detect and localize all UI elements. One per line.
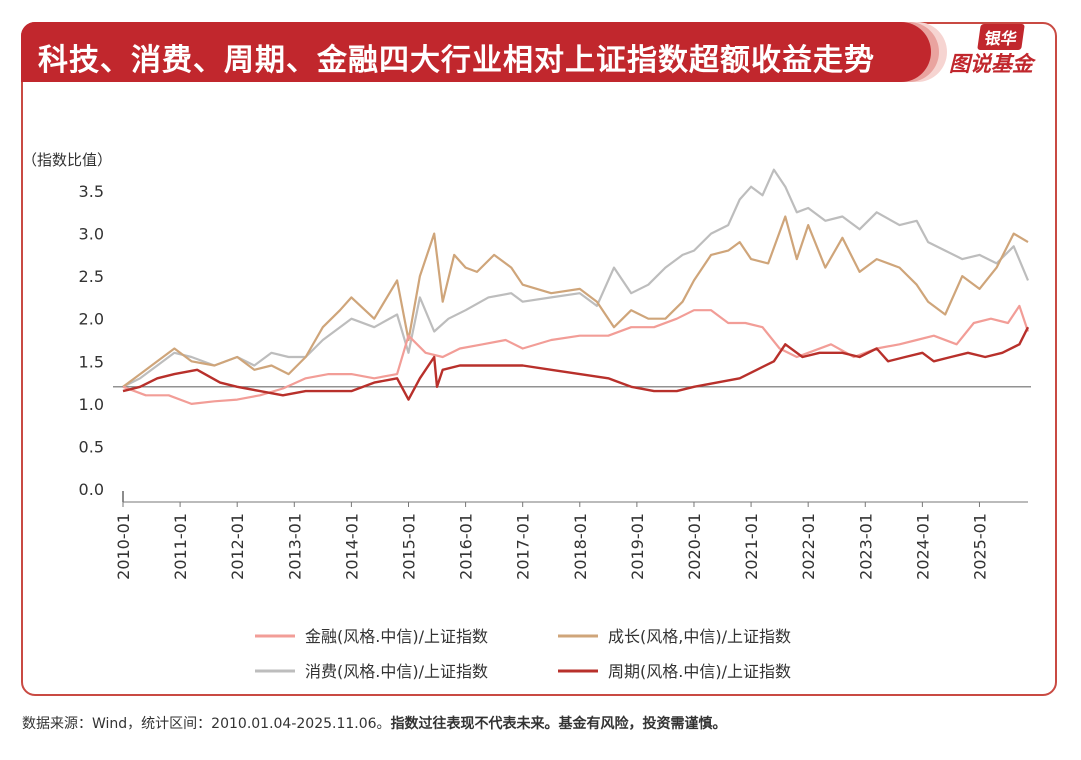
series-line-finance bbox=[122, 304, 1030, 405]
x-tick-label: 2014-01 bbox=[342, 513, 361, 580]
legend-label: 消费(风格.中信)/上证指数 bbox=[305, 662, 488, 681]
brand-logo: 银华 图说基金 bbox=[945, 24, 1060, 84]
y-axis-ticks: 0.0 0.5 1.0 1.5 2.0 2.5 3.0 3.5 bbox=[79, 182, 104, 499]
legend-item: 消费(风格.中信)/上证指数 bbox=[255, 662, 488, 681]
x-tick-label: 2016-01 bbox=[457, 513, 476, 580]
legend-item: 周期(风格.中信)/上证指数 bbox=[558, 662, 791, 681]
x-tick-label: 2010-01 bbox=[114, 513, 133, 580]
title-banner bbox=[21, 22, 931, 82]
x-tick-label: 2013-01 bbox=[285, 513, 304, 580]
x-tick-label: 2018-01 bbox=[571, 513, 590, 580]
series-line-growth bbox=[122, 215, 1029, 388]
y-tick-label: 1.5 bbox=[79, 352, 104, 371]
x-tick-label: 2020-01 bbox=[685, 513, 704, 580]
x-tick-label: 2017-01 bbox=[514, 513, 533, 580]
x-tick-label: 2021-01 bbox=[742, 513, 761, 580]
logo-bottom-text: 图说基金 bbox=[949, 52, 1033, 76]
legend-label: 周期(风格.中信)/上证指数 bbox=[608, 662, 791, 681]
y-axis-label: （指数比值） bbox=[22, 151, 112, 169]
chart-frame bbox=[21, 22, 1057, 696]
legend-item: 金融(风格.中信)/上证指数 bbox=[255, 627, 488, 646]
legend-label: 成长(风格,中信)/上证指数 bbox=[608, 627, 791, 646]
y-tick-label: 2.5 bbox=[79, 267, 104, 286]
page-title: 科技、消费、周期、金融四大行业相对上证指数超额收益走势 bbox=[38, 43, 875, 78]
y-tick-label: 1.0 bbox=[79, 395, 104, 414]
footer-note: 数据来源：Wind，统计区间：2010.01.04-2025.11.06。指数过… bbox=[22, 713, 727, 733]
line-chart: （指数比值） 0.00.51.01.52.02.53.03.5 2010-01 2… bbox=[22, 151, 1031, 681]
legend-item: 成长(风格,中信)/上证指数 bbox=[558, 627, 791, 646]
y-tick-label: 3.5 bbox=[79, 182, 104, 201]
x-tick-label: 2019-01 bbox=[628, 513, 647, 580]
y-tick-label: 0.0 bbox=[79, 480, 104, 499]
series-line-cycle bbox=[122, 326, 1030, 401]
series-line-consumer bbox=[122, 168, 1030, 388]
y-tick-label: 3.0 bbox=[79, 225, 104, 244]
legend-label: 金融(风格.中信)/上证指数 bbox=[305, 627, 488, 646]
footer-disclaimer: 指数过往表现不代表未来。基金有风险，投资需谨慎。 bbox=[390, 716, 727, 732]
series-lines bbox=[122, 168, 1030, 405]
x-tick-label: 2024-01 bbox=[913, 513, 932, 580]
x-tick-label: 2015-01 bbox=[399, 513, 418, 580]
x-tick-label: 2023-01 bbox=[856, 513, 875, 580]
y-tick-label: 0.5 bbox=[79, 437, 104, 456]
x-tick-label: 2022-01 bbox=[799, 513, 818, 580]
x-axis: 2010-01 2011-01 2012-01 2013-01 2014-01 2015-… bbox=[114, 491, 1028, 580]
legend: 金融(风格.中信)/上证指数 成长(风格,中信)/上证指数消费(风格.中信)/上证… bbox=[255, 627, 791, 681]
x-tick-label: 2012-01 bbox=[228, 513, 247, 580]
footer-source: 数据来源：Wind，统计区间：2010.01.04-2025.11.06。 bbox=[22, 716, 391, 732]
y-tick-label: 2.0 bbox=[79, 310, 104, 329]
x-tick-label: 2011-01 bbox=[171, 513, 190, 580]
x-tick-label: 2025-01 bbox=[970, 513, 989, 580]
